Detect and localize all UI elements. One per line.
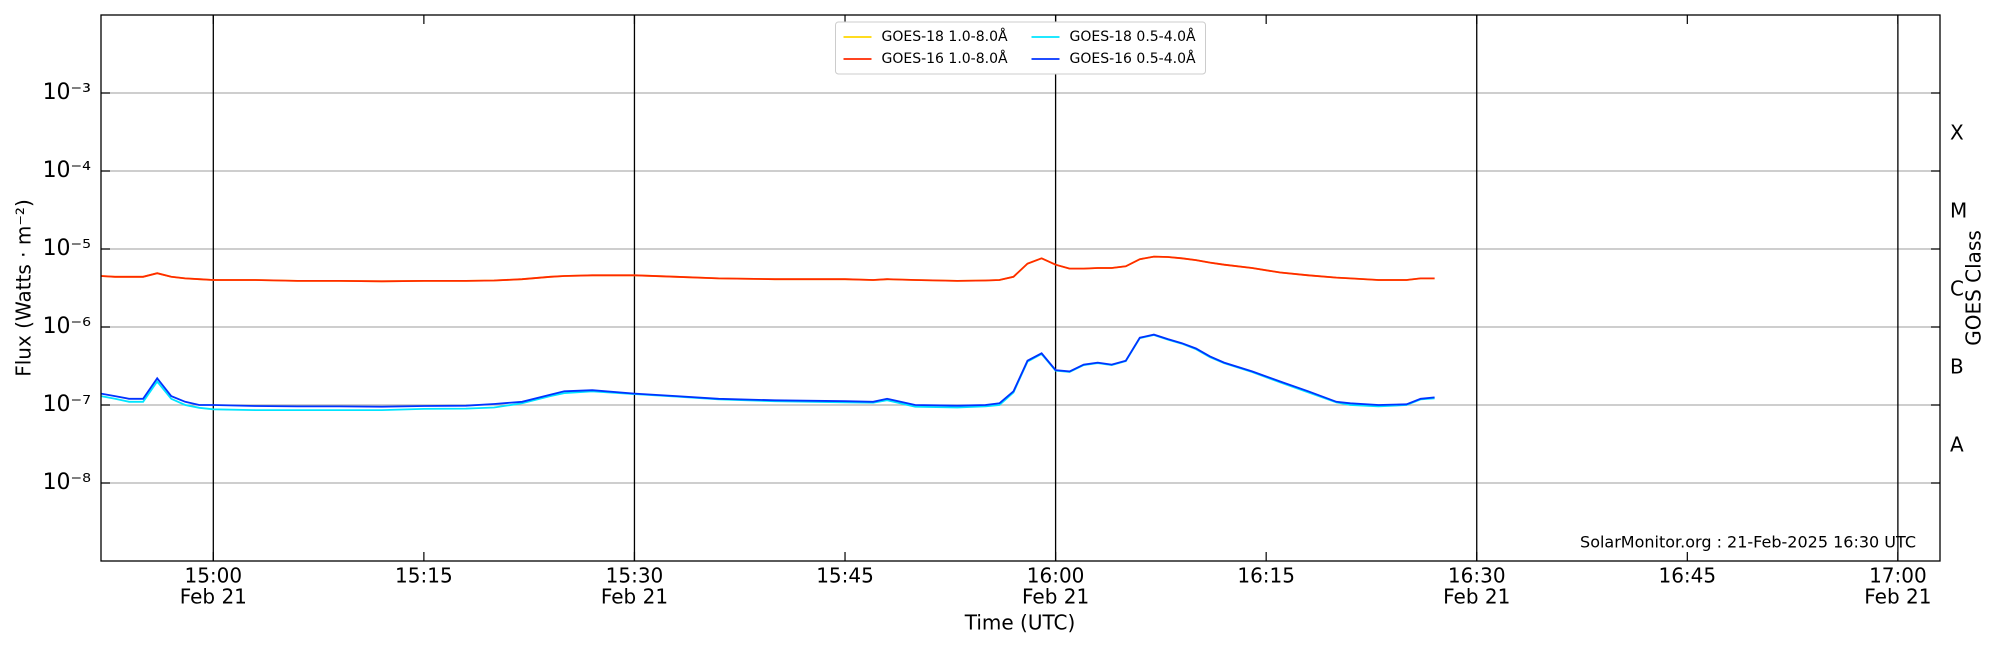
- y2-tick-label: X: [1950, 120, 1964, 144]
- series-line: [100, 333, 1435, 408]
- y2-tick-label: C: [1950, 276, 1964, 300]
- y2-tick-label: B: [1950, 354, 1964, 378]
- x-tick-label: 16:45: [1658, 564, 1716, 588]
- series-line: [100, 255, 1435, 283]
- y-tick-label: 10⁻⁴: [43, 158, 92, 183]
- legend-label: GOES-18 0.5-4.0Å: [1070, 28, 1196, 45]
- y-tick-label: 10⁻⁷: [43, 392, 91, 417]
- x-tick-label: 16:00: [1027, 564, 1085, 588]
- y-axis-label: Flux (Watts · m⁻²): [12, 199, 36, 377]
- y2-tick-label: A: [1950, 432, 1964, 456]
- x-tick-date: Feb 21: [601, 585, 668, 609]
- y2-tick-label: M: [1950, 198, 1967, 222]
- x-tick-label: 15:00: [184, 564, 242, 588]
- legend-label: GOES-16 0.5-4.0Å: [1070, 50, 1196, 67]
- legend-box: [835, 21, 1206, 75]
- x-tick-date: Feb 21: [1864, 585, 1931, 609]
- y-tick-label: 10⁻⁶: [43, 314, 92, 339]
- y2-axis-label: GOES Class: [1962, 230, 1986, 346]
- x-tick-label: 15:45: [816, 564, 874, 588]
- x-tick-label: 15:15: [395, 564, 453, 588]
- x-tick-label: 17:00: [1869, 564, 1927, 588]
- x-tick-date: Feb 21: [1022, 585, 1089, 609]
- x-axis-label: Time (UTC): [964, 611, 1076, 635]
- x-tick-label: 16:30: [1448, 564, 1506, 588]
- x-tick-label: 16:15: [1237, 564, 1295, 588]
- x-tick-date: Feb 21: [1443, 585, 1510, 609]
- annotation: SolarMonitor.org : 21-Feb-2025 16:30 UTC: [1580, 533, 1916, 552]
- y-tick-label: 10⁻⁸: [43, 470, 92, 495]
- plot-frame: [100, 14, 1941, 562]
- legend-label: GOES-18 1.0-8.0Å: [882, 28, 1008, 45]
- series-line: [100, 334, 1435, 412]
- legend-label: GOES-16 1.0-8.0Å: [882, 50, 1008, 67]
- y-tick-label: 10⁻⁵: [43, 236, 91, 261]
- x-tick-date: Feb 21: [180, 585, 247, 609]
- y-tick-label: 10⁻³: [43, 80, 91, 105]
- x-tick-label: 15:30: [606, 564, 664, 588]
- series-line: [100, 255, 1435, 283]
